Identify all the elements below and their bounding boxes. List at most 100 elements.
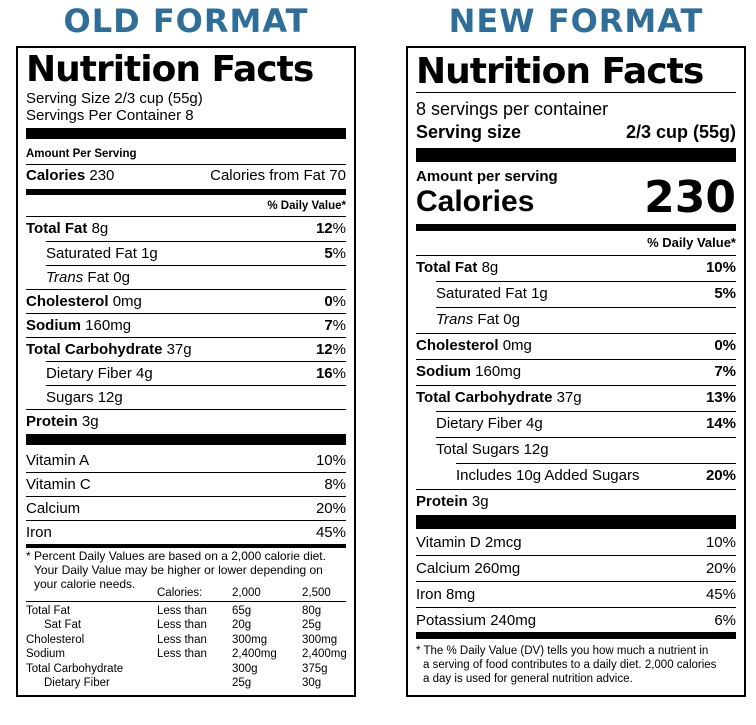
new-divider (416, 489, 736, 490)
new-nutrient-dv: 13% (705, 389, 736, 406)
new-divider (416, 333, 736, 334)
old-dv-table-cell: Total Fat (26, 605, 71, 617)
new-nutrient-amount: 4g (526, 415, 543, 432)
old-dv-table-cell: 375g (302, 663, 328, 675)
old-nutrient-amount: 37g (166, 341, 192, 358)
new-title-rule (416, 92, 736, 93)
old-nutrient-amount: Fat 0g (87, 269, 130, 286)
new-nutrient-amount: 3g (471, 493, 489, 510)
old-calories-label: Calories (26, 167, 86, 184)
new-nutrient-amount: 37g (556, 389, 582, 406)
new-nutrient-row: Includes 10g Added Sugars 20% (416, 464, 736, 488)
old-vitamin-dv: 45% (315, 524, 346, 541)
old-format-heading: OLD FORMAT (63, 2, 309, 40)
new-nutrition-label: Nutrition Facts 8 servings per container… (406, 46, 746, 697)
new-nutrient-name: Sodium (416, 363, 471, 380)
old-label-title: Nutrition Facts (26, 49, 314, 90)
new-serving-size-row: Serving size 2/3 cup (55g) (416, 120, 736, 144)
new-divider (456, 463, 736, 464)
new-divider (416, 555, 736, 556)
old-divider (46, 361, 346, 362)
new-vitamin-row: Vitamin D 2mcg 10% (416, 530, 736, 555)
old-divider (46, 241, 346, 242)
old-nutrient-row: Total Carbohydrate 37g 12% (26, 338, 346, 361)
old-nutrient-name: Trans (46, 269, 84, 286)
old-calories-row: Calories 230 Calories from Fat 70 (26, 166, 346, 186)
old-dv-table-cell: 25g (232, 677, 252, 689)
new-nutrient-amount: 8g (481, 259, 499, 276)
old-nutrient-name: Sodium (26, 317, 81, 334)
new-divider (416, 607, 736, 608)
new-nutrient-dv: 5% (714, 285, 736, 302)
old-dv-table-cell: 300mg (302, 634, 338, 646)
new-label-title: Nutrition Facts (416, 51, 704, 92)
old-nutrient-name: Cholesterol (26, 293, 109, 310)
old-medium-divider-2 (26, 544, 346, 548)
new-vitamin-name: Potassium 240mg (416, 612, 537, 629)
old-percent-sign: % (332, 317, 346, 334)
old-nutrient-row: Cholesterol 0mg 0% (26, 290, 346, 313)
old-dv-table-cell: Less than (157, 605, 207, 617)
new-nutrient-name: Cholesterol (416, 337, 499, 354)
old-divider (26, 520, 346, 521)
old-nutrient-amount: 12g (97, 389, 123, 406)
old-calories-from-fat: Calories from Fat 70 (210, 167, 346, 184)
new-divider (436, 437, 736, 438)
new-thick-divider-2 (416, 515, 736, 529)
new-nutrient-name: Dietary Fiber (436, 415, 522, 432)
old-nutrient-amount: 1g (141, 245, 158, 262)
new-divider (416, 359, 736, 360)
old-divider (26, 289, 346, 290)
old-servings-per-container: Servings Per Container 8 (26, 107, 194, 124)
old-vitamin-row: Vitamin A 10% (26, 449, 346, 472)
old-nutrient-dv: 5 (324, 245, 333, 262)
old-nutrient-amount: 3g (81, 413, 99, 430)
old-nutrient-name: Protein (26, 413, 78, 430)
old-nutrient-dv: 0 (324, 293, 333, 310)
new-nutrient-row: Cholesterol 0mg 0% (416, 334, 736, 358)
old-divider (26, 164, 346, 165)
old-nutrient-row: Sodium 160mg 7% (26, 314, 346, 337)
old-divider (26, 409, 346, 410)
old-vitamin-dv: 20% (315, 500, 346, 517)
old-dv-table-cell: 2,400mg (302, 648, 347, 660)
new-nutrient-row: Protein 3g (416, 490, 736, 514)
old-nutrient-amount: 0mg (112, 293, 142, 310)
old-vitamin-row: Iron 45% (26, 521, 346, 544)
old-nutrient-name: Saturated Fat (46, 245, 137, 262)
old-dv-table-cell: 25g (302, 619, 322, 631)
new-nutrient-amount: Fat 0g (477, 311, 520, 328)
old-footnote-line: Your Daily Value may be higher or lower … (34, 563, 323, 577)
old-dv-table-cell: Less than (157, 619, 207, 631)
old-percent-sign: % (332, 293, 346, 310)
old-divider (46, 265, 346, 266)
new-divider (436, 411, 736, 412)
old-divider (26, 337, 346, 338)
new-thick-divider-1 (416, 148, 736, 162)
new-divider (416, 385, 736, 386)
new-nutrient-amount: 12g (523, 441, 549, 458)
new-nutrient-amount: 160mg (475, 363, 522, 380)
old-nutrient-row: Protein 3g (26, 410, 346, 433)
new-vitamin-dv: 45% (705, 586, 736, 603)
new-serving-size-label: Serving size (416, 122, 522, 142)
new-vitamin-name: Vitamin D 2mcg (416, 534, 522, 551)
old-divider (26, 313, 346, 314)
old-nutrient-amount: 4g (136, 365, 153, 382)
new-nutrient-dv: 20% (705, 467, 736, 484)
new-divider (416, 255, 736, 256)
new-nutrient-dv: 10% (705, 259, 736, 276)
old-footnote-line: your calorie needs. (34, 577, 136, 591)
old-calories-value: 230 (89, 167, 115, 184)
new-vitamin-dv: 10% (705, 534, 736, 551)
old-dv-table-cell: Sodium (26, 648, 65, 660)
old-serving-size: Serving Size 2/3 cup (55g) (26, 90, 203, 107)
new-vitamin-dv: 6% (714, 612, 736, 629)
new-footnote-line: a day is used for general nutrition advi… (423, 673, 633, 685)
old-vitamin-name: Iron (26, 524, 52, 541)
new-divider (416, 581, 736, 582)
old-nutrient-name: Total Carbohydrate (26, 341, 163, 358)
old-nutrient-name: Dietary Fiber (46, 365, 132, 382)
old-dv-table-cell: 65g (232, 605, 252, 617)
new-nutrient-row: Total Carbohydrate 37g 13% (416, 386, 736, 410)
